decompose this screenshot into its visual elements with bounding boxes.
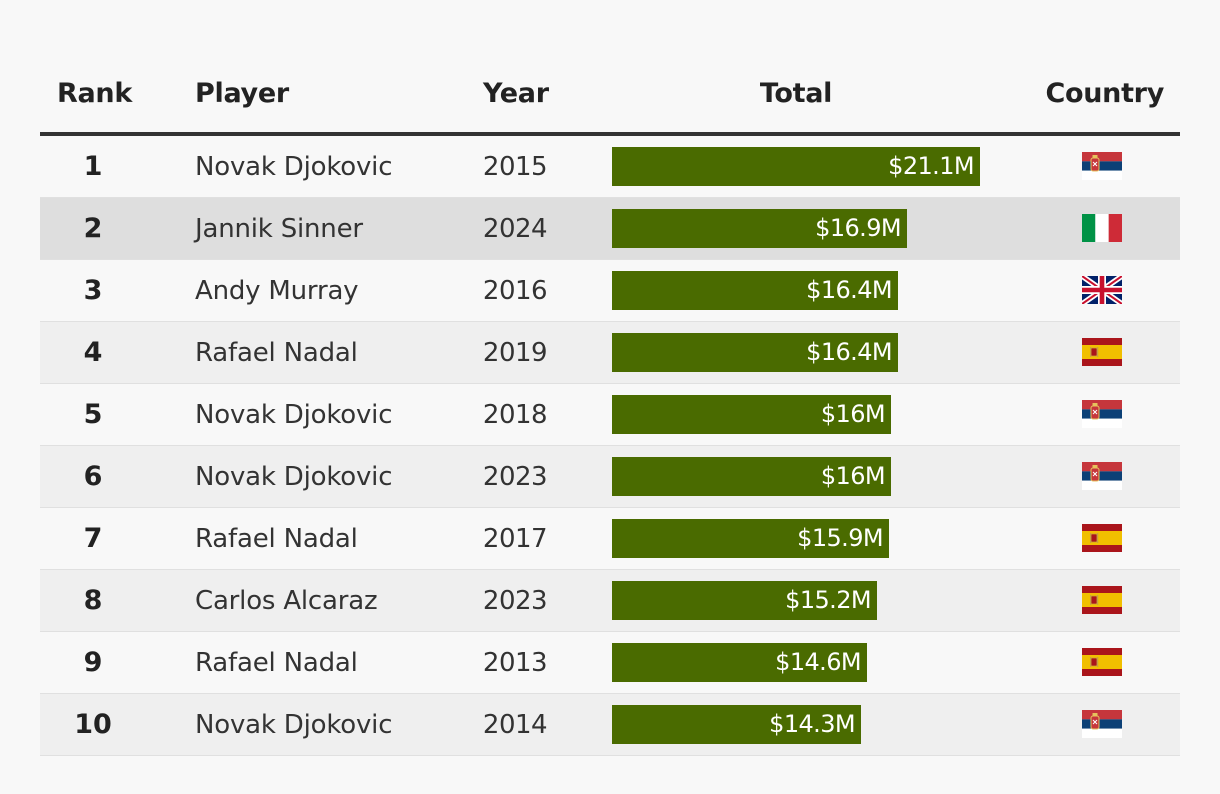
table-row: 3 Andy Murray 2016 $16.4M — [40, 260, 1180, 322]
player-cell: Rafael Nadal — [195, 648, 358, 678]
header-rank: Rank — [57, 78, 132, 109]
player-cell: Carlos Alcaraz — [195, 586, 378, 616]
rank-cell: 1 — [83, 151, 103, 182]
serbia-flag — [1082, 710, 1122, 738]
total-bar: $21.1M — [612, 147, 980, 186]
player-cell: Novak Djokovic — [195, 400, 393, 430]
header-year: Year — [483, 78, 549, 109]
rank-cell: 2 — [83, 213, 103, 244]
total-label: $16M — [820, 462, 886, 490]
total-bar: $15.2M — [612, 581, 877, 620]
header-country: Country — [1045, 78, 1164, 109]
total-label: $16.4M — [806, 276, 892, 304]
serbia-flag — [1082, 152, 1122, 180]
total-bar: $16.4M — [612, 333, 898, 372]
italy-flag — [1082, 214, 1122, 242]
table-row: 9 Rafael Nadal 2013 $14.6M — [40, 632, 1180, 694]
serbia-flag — [1082, 462, 1122, 490]
total-bar: $15.9M — [612, 519, 889, 558]
header-player: Player — [195, 78, 289, 109]
player-cell: Andy Murray — [195, 276, 359, 306]
table-row: 6 Novak Djokovic 2023 $16M — [40, 446, 1180, 508]
total-label: $16.4M — [806, 338, 892, 366]
serbia-flag — [1082, 400, 1122, 428]
total-label: $14.6M — [775, 648, 861, 676]
total-label: $16.9M — [815, 214, 901, 242]
table-row: 7 Rafael Nadal 2017 $15.9M — [40, 508, 1180, 570]
header-total: Total — [759, 78, 833, 109]
table-body: 1 Novak Djokovic 2015 $21.1M 2 Jannik Sinner 2… — [40, 136, 1180, 756]
table-header: Rank Player Year Total Country — [40, 0, 1180, 136]
year-cell: 2019 — [482, 338, 548, 368]
year-cell: 2013 — [482, 648, 548, 678]
total-bar: $14.3M — [612, 705, 861, 744]
year-cell: 2015 — [482, 152, 548, 182]
spain-flag — [1082, 524, 1122, 552]
total-label: $15.9M — [797, 524, 883, 552]
year-cell: 2023 — [482, 462, 548, 492]
player-cell: Jannik Sinner — [195, 214, 363, 244]
table-row: 10 Novak Djokovic 2014 $14.3M — [40, 694, 1180, 756]
rank-cell: 3 — [83, 275, 103, 306]
total-label: $14.3M — [769, 710, 855, 738]
rank-cell: 5 — [83, 399, 103, 430]
player-cell: Rafael Nadal — [195, 524, 358, 554]
rank-cell: 6 — [83, 461, 103, 492]
year-cell: 2018 — [482, 400, 548, 430]
total-label: $16M — [820, 400, 886, 428]
player-cell: Rafael Nadal — [195, 338, 358, 368]
spain-flag — [1082, 648, 1122, 676]
total-bar: $14.6M — [612, 643, 867, 682]
year-cell: 2017 — [482, 524, 548, 554]
rank-cell: 8 — [83, 585, 103, 616]
uk-flag — [1080, 273, 1124, 307]
spain-flag — [1082, 586, 1122, 614]
total-bar: $16.9M — [612, 209, 907, 248]
rank-cell: 10 — [74, 709, 112, 740]
rank-cell: 7 — [83, 523, 103, 554]
year-cell: 2016 — [482, 276, 548, 306]
rank-cell: 9 — [83, 647, 103, 678]
spain-flag — [1082, 338, 1122, 366]
year-cell: 2023 — [482, 586, 548, 616]
total-label: $15.2M — [785, 586, 871, 614]
prize-money-table: Rank Player Year Total Country 1 Novak Dj… — [40, 0, 1180, 756]
year-cell: 2014 — [482, 710, 548, 740]
total-label: $21.1M — [888, 152, 974, 180]
rank-cell: 4 — [83, 337, 103, 368]
total-bar: $16M — [612, 457, 891, 496]
table-row: 8 Carlos Alcaraz 2023 $15.2M — [40, 570, 1180, 632]
player-cell: Novak Djokovic — [195, 462, 393, 492]
table-row: 1 Novak Djokovic 2015 $21.1M — [40, 136, 1180, 198]
table-row: 4 Rafael Nadal 2019 $16.4M — [40, 322, 1180, 384]
player-cell: Novak Djokovic — [195, 152, 393, 182]
player-cell: Novak Djokovic — [195, 710, 393, 740]
year-cell: 2024 — [482, 214, 548, 244]
total-bar: $16M — [612, 395, 891, 434]
total-bar: $16.4M — [612, 271, 898, 310]
table-row: 5 Novak Djokovic 2018 $16M — [40, 384, 1180, 446]
table-row: 2 Jannik Sinner 2024 $16.9M — [40, 198, 1180, 260]
